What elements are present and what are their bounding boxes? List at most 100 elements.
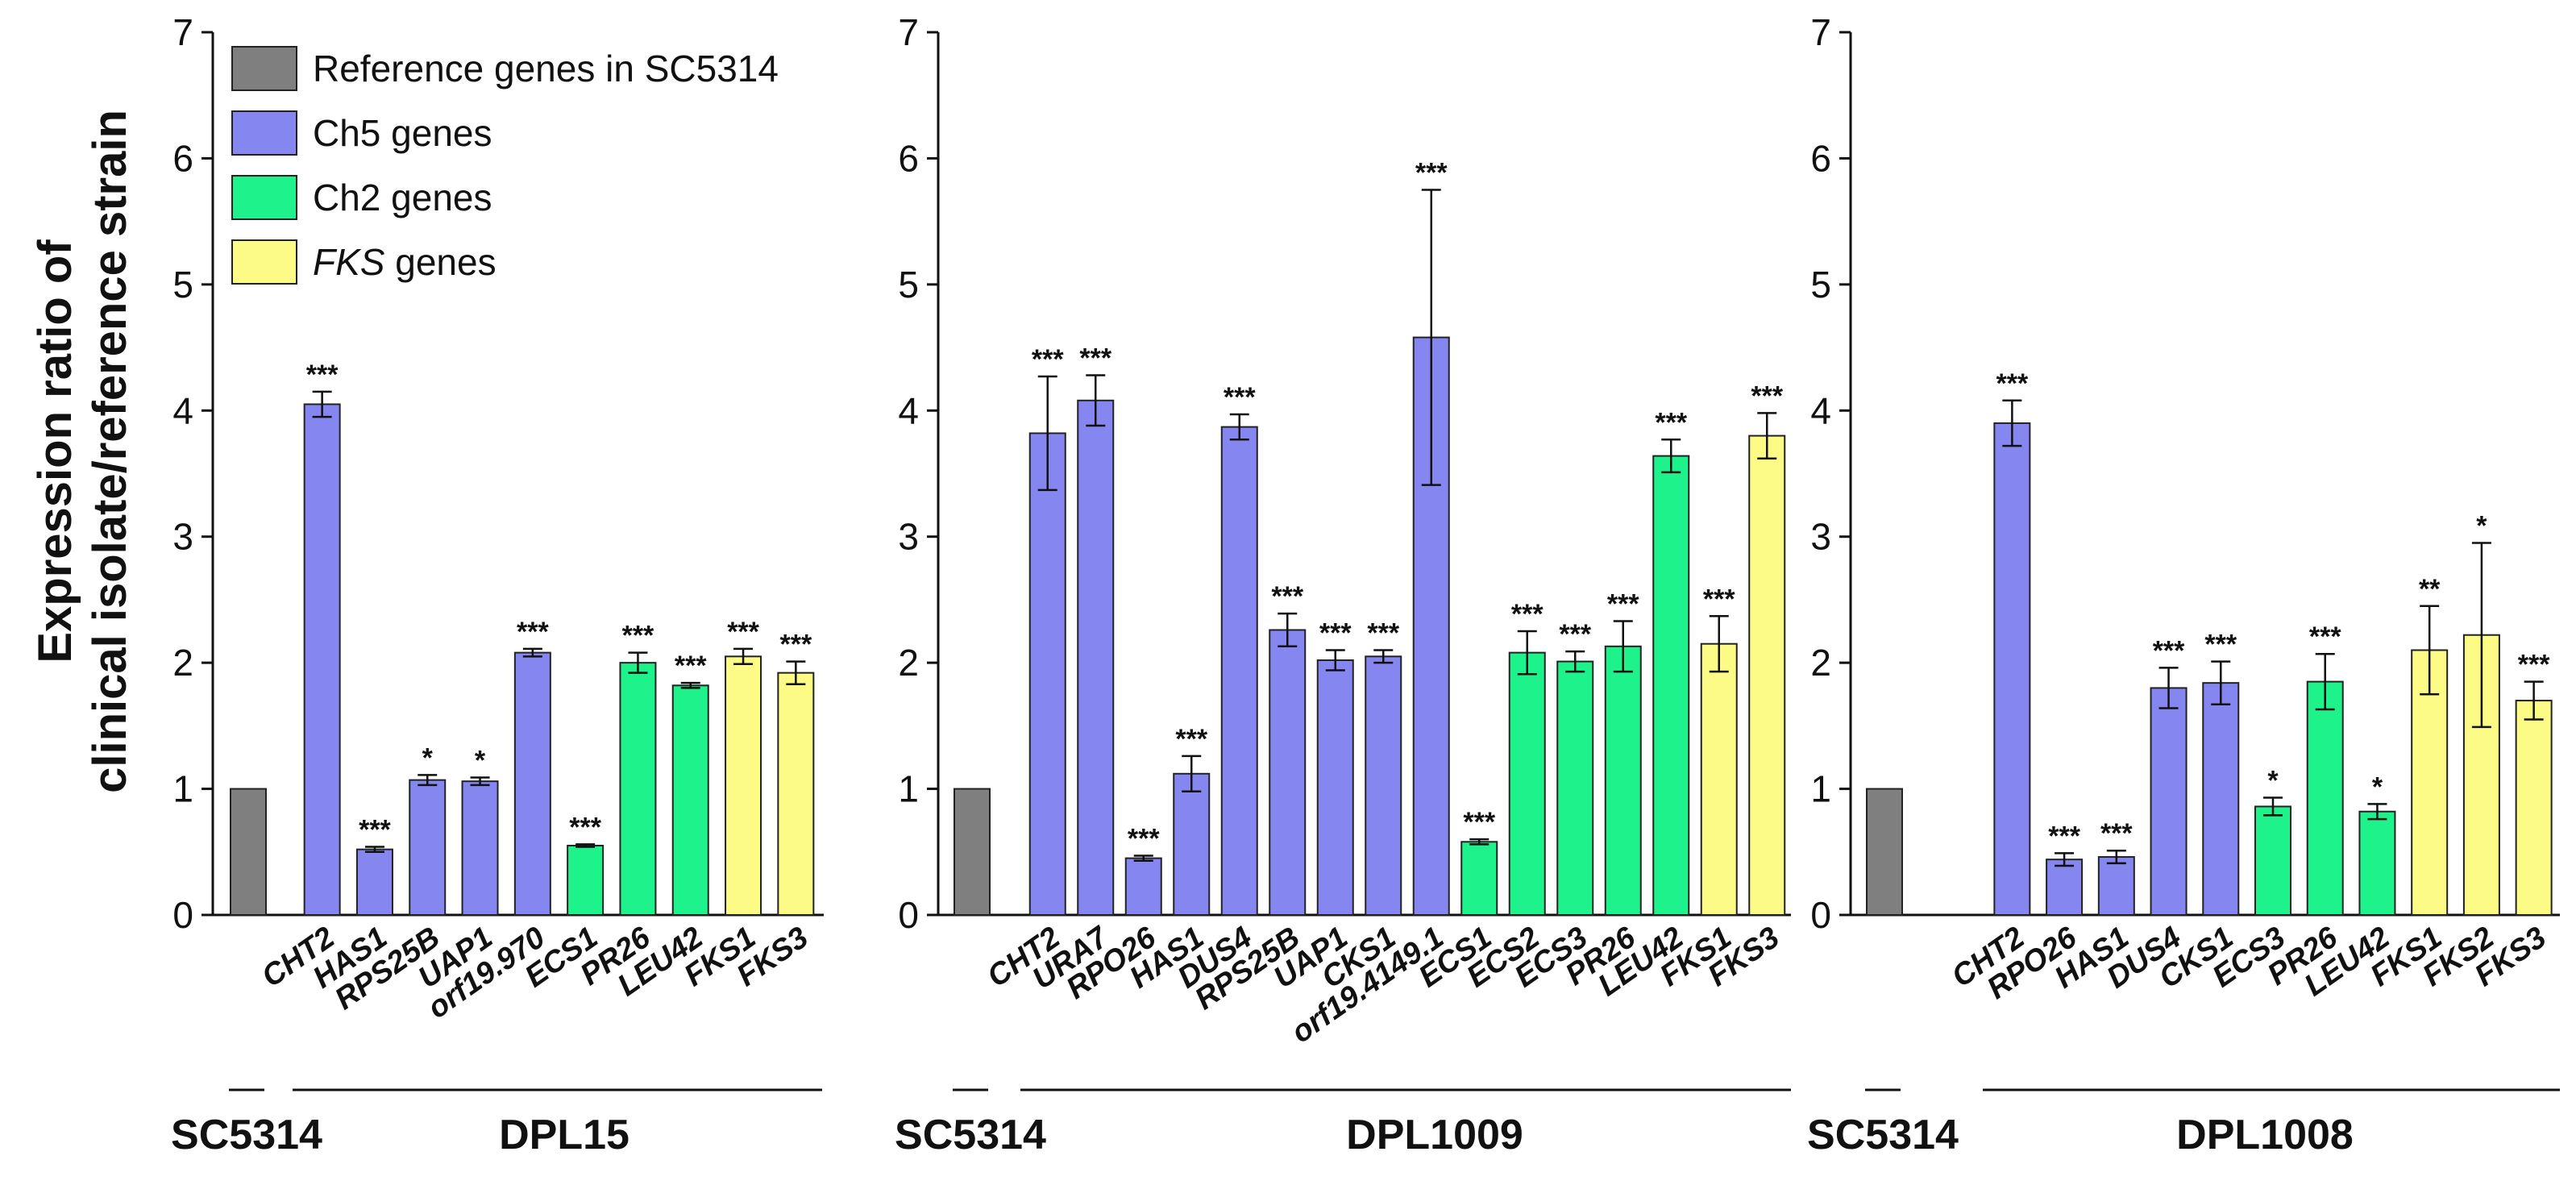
y-tick-label: 7 [172,11,193,53]
significance-label: *** [359,815,391,846]
y-tick-label: 5 [898,264,919,306]
legend-label: Reference genes in SC5314 [313,48,779,89]
bar-RPO26 [1124,857,1162,917]
bar-UAP1 [461,780,499,917]
bar-DUS4 [1220,426,1258,916]
significance-label: *** [1032,344,1064,375]
legend-swatch [231,46,297,91]
legend-swatch [231,175,297,220]
y-axis-title: Expression ratio of clinical isolate/ref… [29,110,136,793]
bar-LEU42 [671,684,709,916]
reference-strain-label: SC5314 [171,1112,322,1158]
bar-DUS4 [2150,687,2188,917]
significance-label: *** [1655,407,1687,438]
y-tick-label: 6 [172,137,193,179]
y-axis-title-line-2: clinical isolate/reference strain [84,110,136,793]
y-tick-label: 3 [898,516,919,558]
significance-label: * [475,745,486,775]
significance-label: *** [1271,581,1303,612]
y-tick-label: 0 [898,894,919,936]
bar-HAS1 [1173,772,1211,916]
significance-label: * [2372,771,2383,802]
significance-label: *** [1607,589,1639,620]
bar-CKS1 [1365,655,1402,916]
legend-swatch [231,110,297,156]
significance-label: *** [1415,158,1448,189]
significance-label: *** [1175,724,1207,755]
y-tick-label: 5 [172,264,193,306]
significance-label: *** [569,812,601,842]
y-tick-label: 7 [1810,11,1831,53]
significance-label: *** [1319,618,1352,649]
y-tick-label: 5 [1810,264,1831,306]
significance-label: *** [675,651,707,681]
bar-LEU42 [2358,810,2396,916]
legend-label: FKS genes [313,241,497,283]
significance-label: *** [2100,818,2133,849]
bar-RPS25B [409,779,447,916]
bar-ECS1 [567,844,605,916]
bar-CHT2 [1993,422,2031,916]
y-tick-label: 1 [898,768,919,810]
y-tick-label: 4 [1810,389,1831,431]
significance-label: *** [1128,823,1160,854]
y-tick-label: 4 [172,389,193,431]
isolate-label: DPL1008 [2176,1112,2354,1158]
bar-LEU42 [1652,455,1690,916]
legend-label: Ch2 genes [313,177,492,218]
bar-HAS1 [2097,856,2135,916]
legend-item-ch5: Ch5 genes [231,110,492,156]
significance-label: *** [727,617,759,647]
bar-PR26 [2306,680,2344,916]
y-tick-label: 2 [1810,642,1831,684]
y-tick-label: 3 [172,516,193,558]
isolate-label: DPL15 [499,1112,629,1158]
reference-bar [1866,788,1903,916]
y-tick-label: 2 [898,642,919,684]
y-tick-label: 2 [172,642,193,684]
bar-ECS1 [1460,841,1498,917]
chart-panel-2: 01234567***CHT2***URA7***RPO26***HAS1***… [895,11,1791,1158]
bar-FKS1 [1700,642,1738,917]
legend-item-ch2: Ch2 genes [231,175,492,220]
significance-label: *** [1996,368,2029,399]
significance-label: *** [1367,618,1399,649]
bar-CHT2 [1028,432,1066,916]
chart-panel-3: 01234567***CHT2***RPO26***HAS1***DUS4***… [1807,11,2560,1158]
significance-label: *** [1079,343,1111,373]
significance-label: *** [1751,380,1783,411]
bar-FKS1 [725,655,762,916]
significance-label: *** [1703,584,1735,614]
y-tick-label: 1 [172,768,193,810]
significance-label: * [2267,766,2279,796]
significance-label: *** [306,360,339,390]
bar-CKS1 [2202,682,2240,917]
significance-label: *** [2153,635,2185,666]
bar-UAP1 [1316,659,1354,916]
significance-label: *** [1224,382,1256,413]
bar-orf19.970 [513,651,551,917]
reference-strain-label: SC5314 [1807,1112,1959,1158]
bar-URA7 [1077,399,1115,916]
y-tick-label: 0 [172,894,193,936]
legend-label: Ch5 genes [313,112,492,154]
y-tick-label: 0 [1810,894,1831,936]
legend-swatch [231,239,297,285]
isolate-label: DPL1009 [1346,1112,1523,1158]
bar-CHT2 [303,403,341,916]
reference-bar [954,788,991,916]
y-tick-label: 6 [1810,137,1831,179]
y-tick-label: 1 [1810,768,1831,810]
y-tick-label: 7 [898,11,919,53]
reference-bar [230,788,267,916]
bar-PR26 [619,662,657,917]
bar-HAS1 [355,848,393,916]
significance-label: *** [2309,622,2341,652]
significance-label: *** [2518,650,2550,680]
significance-label: *** [1463,807,1495,838]
chart-panels: 01234567***CHT2***HAS1*RPS25B*UAP1***orf… [171,11,2560,1158]
legend-label-italic: FKS [313,241,385,283]
bar-FKS3 [2515,700,2553,916]
